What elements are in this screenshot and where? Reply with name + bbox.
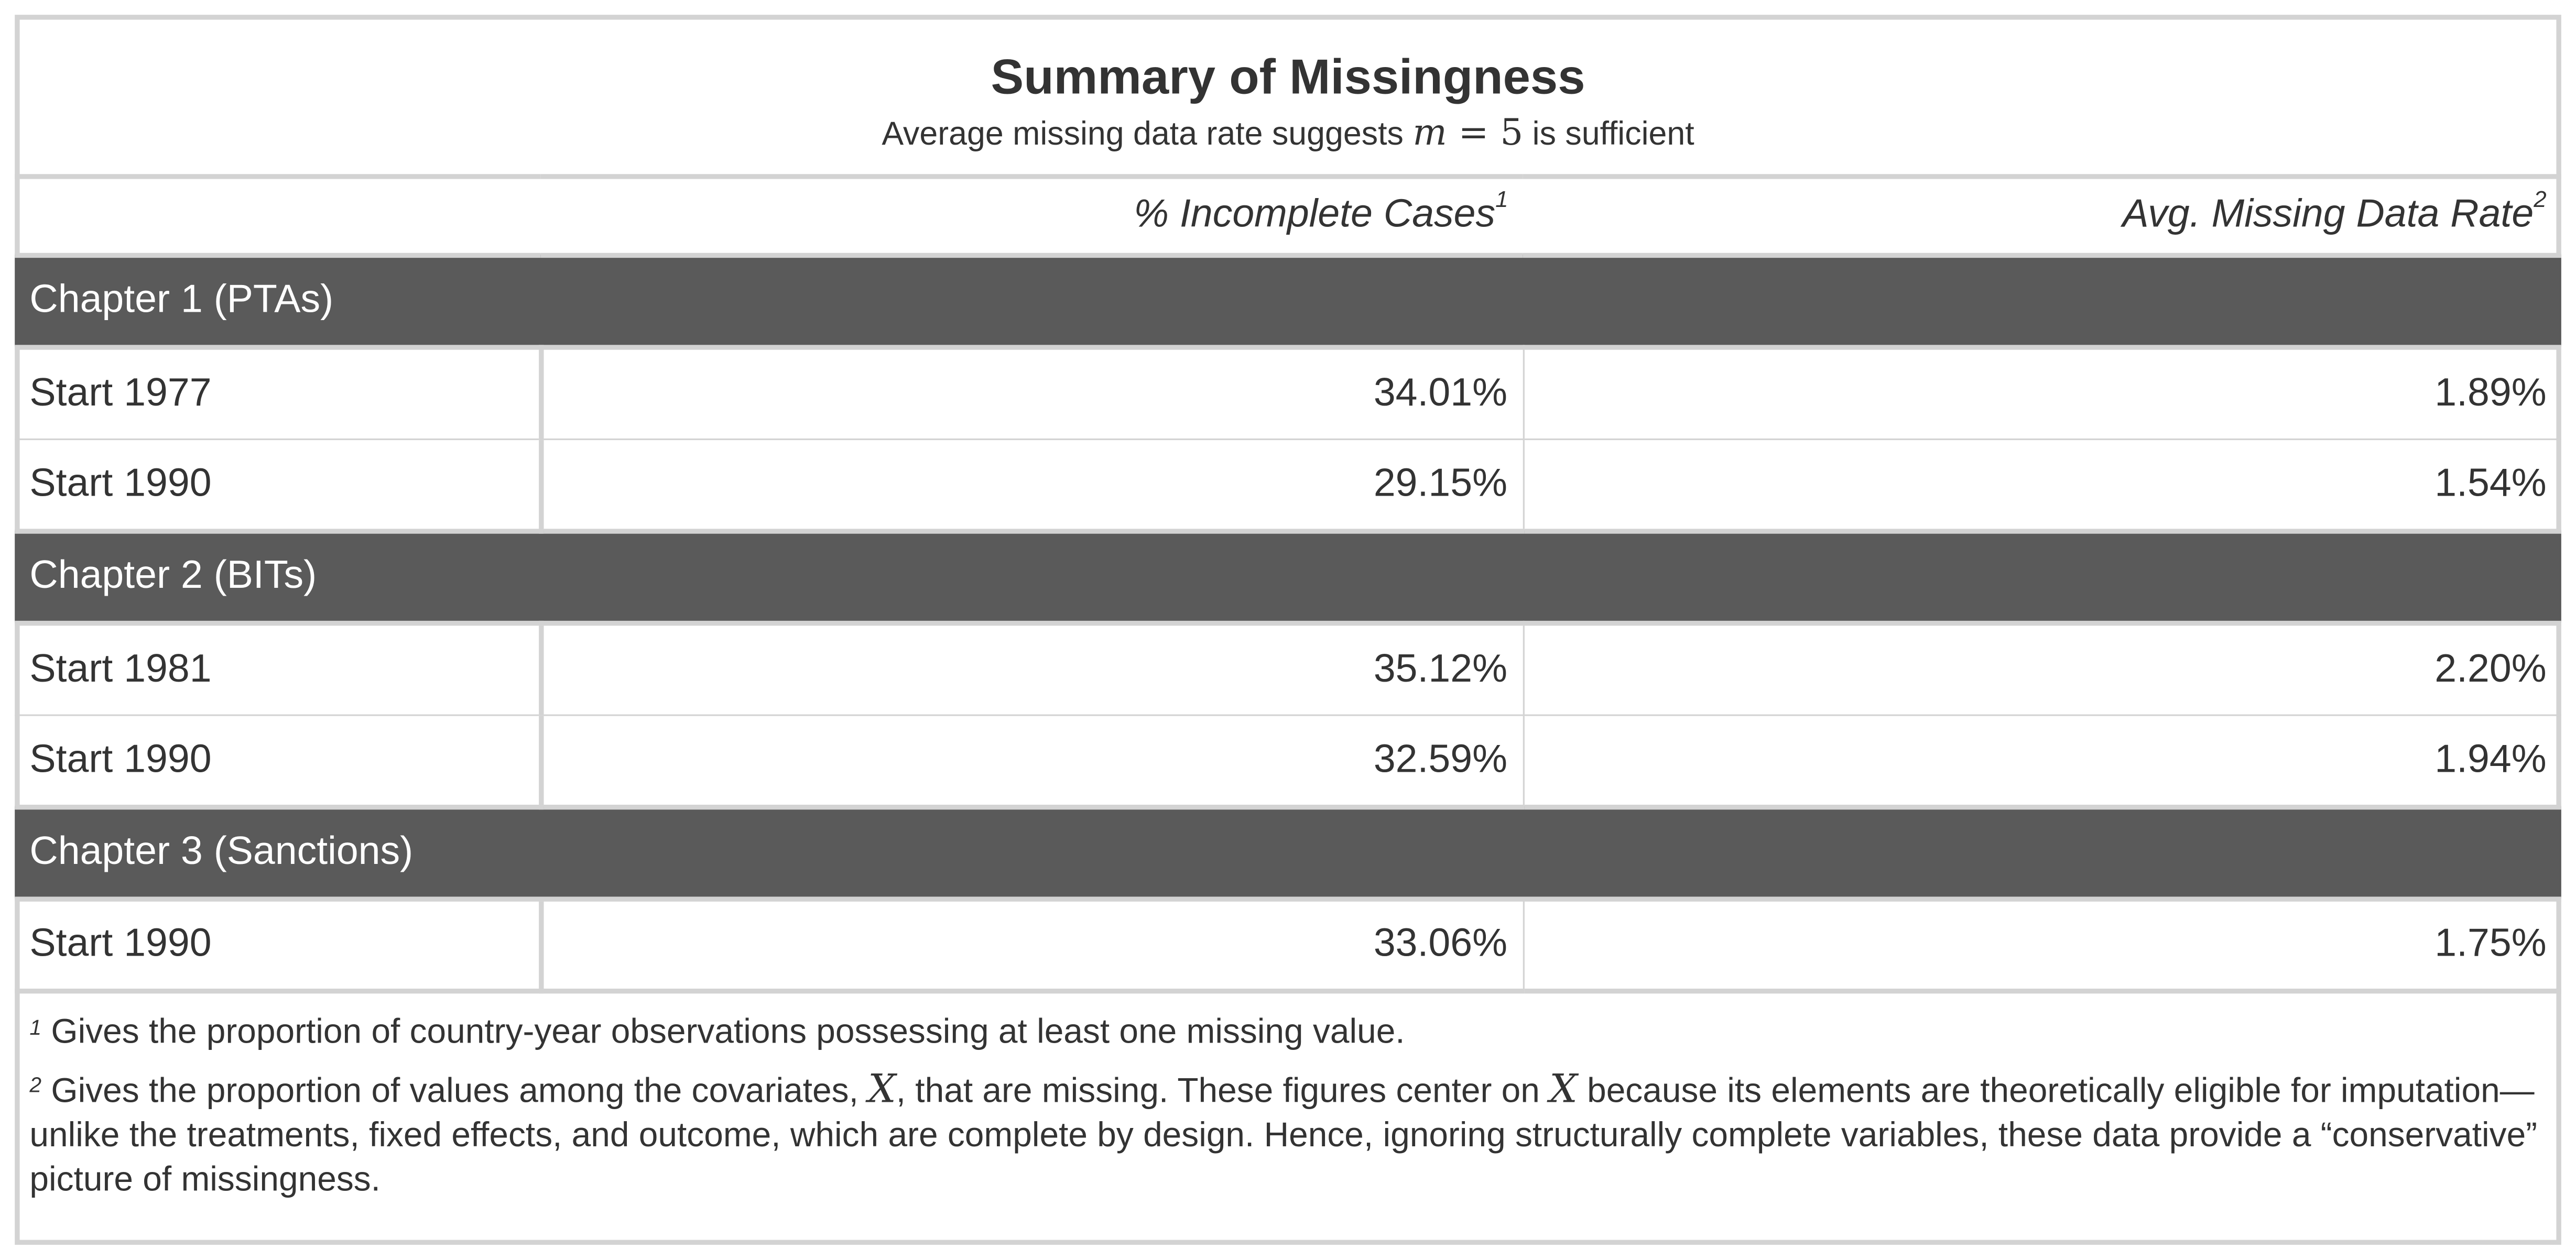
subtitle-row: Average missing data rate suggests m = 5… xyxy=(15,113,2561,179)
incomplete-cases-cell: 33.06% xyxy=(540,898,1524,993)
column-header-missing-data-rate: Avg. Missing Data Rate2 xyxy=(1523,176,2561,257)
missing-rate-cell: 1.94% xyxy=(1523,714,2561,809)
group-label: Chapter 3 (Sanctions) xyxy=(15,806,2561,901)
missing-rate-cell: 2.20% xyxy=(1523,622,2561,716)
table-subtitle: Average missing data rate suggests m = 5… xyxy=(15,113,2561,179)
subtitle-math-number: 5 xyxy=(1500,113,1524,155)
footnote-2: 2 Gives the proportion of values among t… xyxy=(15,1054,2561,1218)
table-row: Start 1990 32.59% 1.94% xyxy=(15,714,2561,809)
footnote-math-variable: X xyxy=(868,1065,896,1111)
group-label: Chapter 1 (PTAs) xyxy=(15,254,2561,349)
incomplete-cases-cell: 34.01% xyxy=(540,346,1524,440)
row-label: Start 1990 xyxy=(15,898,543,993)
group-row-chapter-2: Chapter 2 (BITs) xyxy=(15,530,2561,625)
row-label: Start 1990 xyxy=(15,438,543,533)
footnote-text: Gives the proportion of country-year obs… xyxy=(41,1012,1405,1050)
footnote-mark: 2 xyxy=(29,1071,42,1097)
footnote-mark: 1 xyxy=(29,1014,42,1039)
column-header-incomplete-cases: % Incomplete Cases1 xyxy=(540,176,1523,257)
missing-rate-cell: 1.89% xyxy=(1523,346,2561,440)
incomplete-cases-cell: 35.12% xyxy=(540,622,1524,716)
table-row: Start 1981 35.12% 2.20% xyxy=(15,622,2561,716)
footnote-1-row: 1 Gives the proportion of country-year o… xyxy=(15,990,2561,1054)
table-title: Summary of Missingness xyxy=(991,51,1585,105)
footnote-text: Gives the proportion of values among the… xyxy=(41,1071,868,1110)
column-header-label: % Incomplete Cases xyxy=(1134,192,1496,237)
group-row-chapter-3: Chapter 3 (Sanctions) xyxy=(15,806,2561,901)
incomplete-cases-cell: 29.15% xyxy=(540,438,1524,533)
footnote-2-row: 2 Gives the proportion of values among t… xyxy=(15,1054,2561,1218)
stub-header xyxy=(15,176,541,257)
subtitle-text-before: Average missing data rate suggests xyxy=(882,116,1413,153)
column-header-row: % Incomplete Cases1 Avg. Missing Data Ra… xyxy=(15,176,2561,257)
footnote-math-variable: X xyxy=(1549,1065,1578,1111)
incomplete-cases-cell: 32.59% xyxy=(540,714,1524,809)
table-row: Start 1990 29.15% 1.54% xyxy=(15,438,2561,533)
table-row: Start 1977 34.01% 1.89% xyxy=(15,346,2561,440)
group-label: Chapter 2 (BITs) xyxy=(15,530,2561,625)
subtitle-text-after: is sufficient xyxy=(1523,116,1694,153)
row-label: Start 1981 xyxy=(15,622,543,716)
subtitle-math-equals: = xyxy=(1447,113,1501,155)
missing-rate-cell: 1.54% xyxy=(1523,438,2561,533)
group-row-chapter-1: Chapter 1 (PTAs) xyxy=(15,254,2561,349)
subtitle-math-variable: m xyxy=(1412,113,1447,155)
footnote-1: 1 Gives the proportion of country-year o… xyxy=(15,990,2561,1054)
footnote-text: because its elements are theoretically e… xyxy=(29,1071,2538,1198)
footnote-mark: 1 xyxy=(1495,185,1508,212)
table-row: Start 1990 33.06% 1.75% xyxy=(15,898,2561,993)
footnote-text: , that are missing. These figures center… xyxy=(896,1071,1550,1110)
footnote-mark: 2 xyxy=(2534,185,2547,212)
title-row: Summary of Missingness xyxy=(15,15,2561,113)
column-header-label: Avg. Missing Data Rate xyxy=(2122,192,2534,237)
row-label: Start 1990 xyxy=(15,714,543,809)
row-label: Start 1977 xyxy=(15,346,543,440)
missingness-table: Summary of Missingness Average missing d… xyxy=(15,15,2561,1218)
missing-rate-cell: 1.75% xyxy=(1523,898,2561,993)
